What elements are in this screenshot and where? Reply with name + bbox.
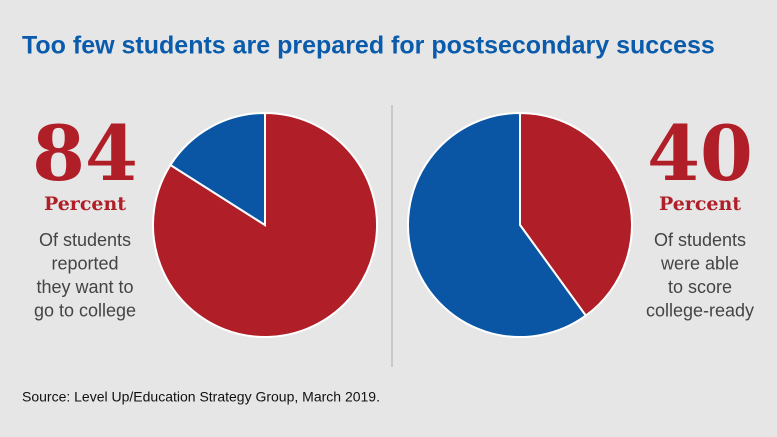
chart-title: Too few students are prepared for postse…: [22, 32, 715, 60]
pie-slice: [519, 111, 633, 318]
pie-slice: [407, 111, 588, 338]
source: Source: Level Up/Education Strategy Grou…: [22, 389, 380, 405]
caption-line: go to college: [34, 300, 136, 320]
big-number: 40: [647, 109, 753, 198]
unit-label: Percent: [44, 193, 126, 215]
pie-slice: [169, 111, 266, 227]
caption-line: were able: [660, 253, 739, 273]
caption-line: reported: [51, 253, 118, 273]
caption-line: Of students: [39, 230, 131, 250]
caption-line: Of students: [654, 230, 746, 250]
caption-line: to score: [668, 277, 732, 297]
unit-label: Percent: [659, 193, 741, 215]
big-number: 84: [32, 109, 138, 198]
caption-line: college-ready: [646, 300, 754, 320]
caption-line: they want to: [36, 277, 133, 297]
